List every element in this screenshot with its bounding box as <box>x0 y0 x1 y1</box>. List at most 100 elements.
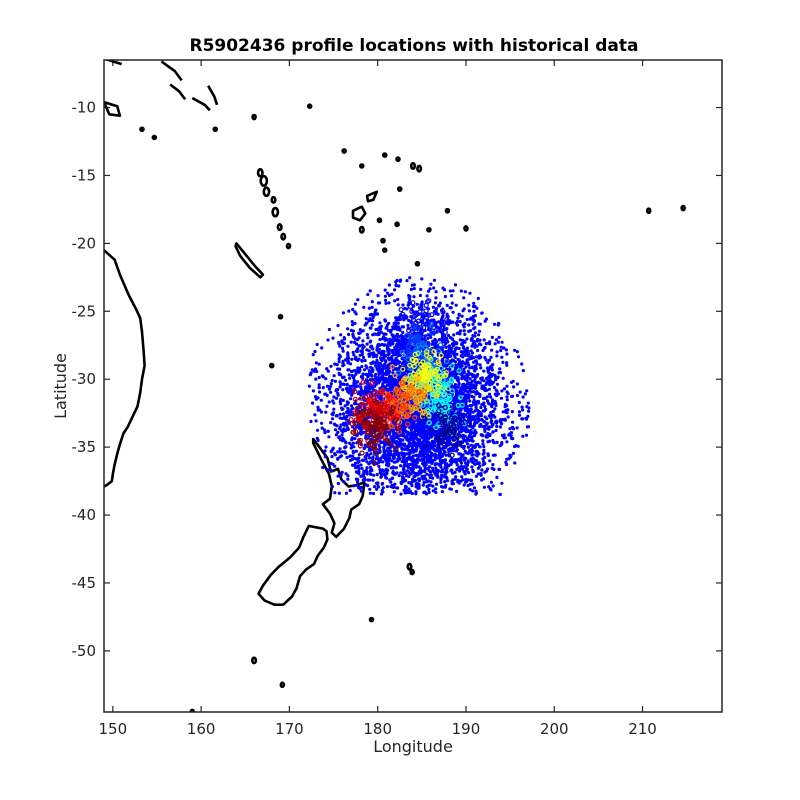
historical-point <box>486 370 491 374</box>
historical-point <box>468 409 472 413</box>
historical-point <box>385 370 389 374</box>
historical-point <box>383 288 387 292</box>
x-tick-label: 160 <box>187 720 216 738</box>
historical-point <box>463 449 467 453</box>
historical-point <box>476 442 480 447</box>
historical-point <box>473 314 477 318</box>
historical-point <box>379 324 383 328</box>
historical-point <box>368 478 372 482</box>
historical-point <box>378 449 382 453</box>
historical-point <box>432 433 436 437</box>
island <box>463 225 469 232</box>
historical-point <box>377 461 381 465</box>
historical-point <box>478 394 482 399</box>
historical-point <box>429 453 433 457</box>
historical-point <box>393 450 397 454</box>
historical-point <box>348 410 353 414</box>
historical-point <box>394 362 398 366</box>
historical-point <box>521 408 525 412</box>
historical-point <box>455 448 459 452</box>
historical-point <box>423 462 427 466</box>
historical-point <box>392 327 396 331</box>
historical-point <box>323 431 327 435</box>
historical-point <box>461 453 465 457</box>
historical-point <box>509 434 513 438</box>
historical-point <box>467 471 471 475</box>
historical-point <box>314 419 318 423</box>
historical-point <box>417 419 421 423</box>
historical-point <box>350 438 354 442</box>
historical-point <box>344 428 348 433</box>
island <box>268 362 275 369</box>
historical-point <box>440 454 444 458</box>
historical-point <box>494 401 498 405</box>
historical-point <box>315 342 319 347</box>
historical-point <box>414 435 418 439</box>
historical-point <box>484 358 488 362</box>
historical-point <box>368 456 372 460</box>
historical-point <box>499 396 503 400</box>
historical-point <box>320 426 324 430</box>
historical-point <box>468 366 472 370</box>
historical-point <box>502 346 506 350</box>
historical-point <box>423 470 427 474</box>
historical-point <box>444 321 448 325</box>
historical-point <box>447 464 451 468</box>
historical-point <box>458 319 462 324</box>
historical-point <box>324 445 328 449</box>
historical-point <box>453 283 458 287</box>
historical-point <box>381 356 385 360</box>
historical-point <box>378 468 382 472</box>
historical-point <box>427 490 431 494</box>
historical-point <box>337 491 341 495</box>
historical-point <box>516 444 520 448</box>
historical-point <box>406 444 410 448</box>
historical-point <box>493 415 497 419</box>
historical-point <box>472 373 476 377</box>
historical-point <box>358 344 362 348</box>
historical-point <box>407 318 411 323</box>
historical-point <box>461 309 465 313</box>
historical-point <box>367 389 371 393</box>
historical-point <box>336 391 340 395</box>
historical-point <box>377 376 381 380</box>
historical-point <box>387 301 391 305</box>
historical-point <box>336 323 340 328</box>
historical-point <box>386 452 391 456</box>
historical-point <box>366 292 370 297</box>
historical-point <box>486 361 490 365</box>
historical-point <box>351 454 355 458</box>
historical-point <box>336 430 340 434</box>
historical-point <box>445 340 449 344</box>
historical-point <box>429 282 433 286</box>
y-tick-label: -25 <box>72 302 97 320</box>
historical-point <box>360 374 364 379</box>
historical-point <box>427 468 431 473</box>
island <box>409 568 415 576</box>
historical-point <box>506 415 510 419</box>
historical-point <box>341 376 345 380</box>
historical-point <box>384 475 388 480</box>
vanuatu-island <box>285 242 292 250</box>
historical-point <box>427 327 431 332</box>
historical-point <box>338 385 342 389</box>
historical-point <box>488 378 492 382</box>
historical-point <box>426 289 431 293</box>
historical-point <box>385 344 389 348</box>
historical-point <box>433 455 437 459</box>
historical-point <box>391 470 395 474</box>
chart-title: R5902436 profile locations with historic… <box>189 36 638 56</box>
historical-point <box>375 345 379 350</box>
historical-point <box>364 457 368 461</box>
historical-point <box>338 447 342 451</box>
historical-point <box>383 298 388 302</box>
historical-point <box>462 296 466 300</box>
historical-point <box>420 277 424 281</box>
historical-point <box>397 442 402 446</box>
historical-point <box>462 367 466 371</box>
historical-point <box>490 382 494 386</box>
historical-point <box>334 414 338 418</box>
historical-point <box>428 465 432 469</box>
historical-point <box>455 319 459 324</box>
historical-point <box>451 410 455 415</box>
